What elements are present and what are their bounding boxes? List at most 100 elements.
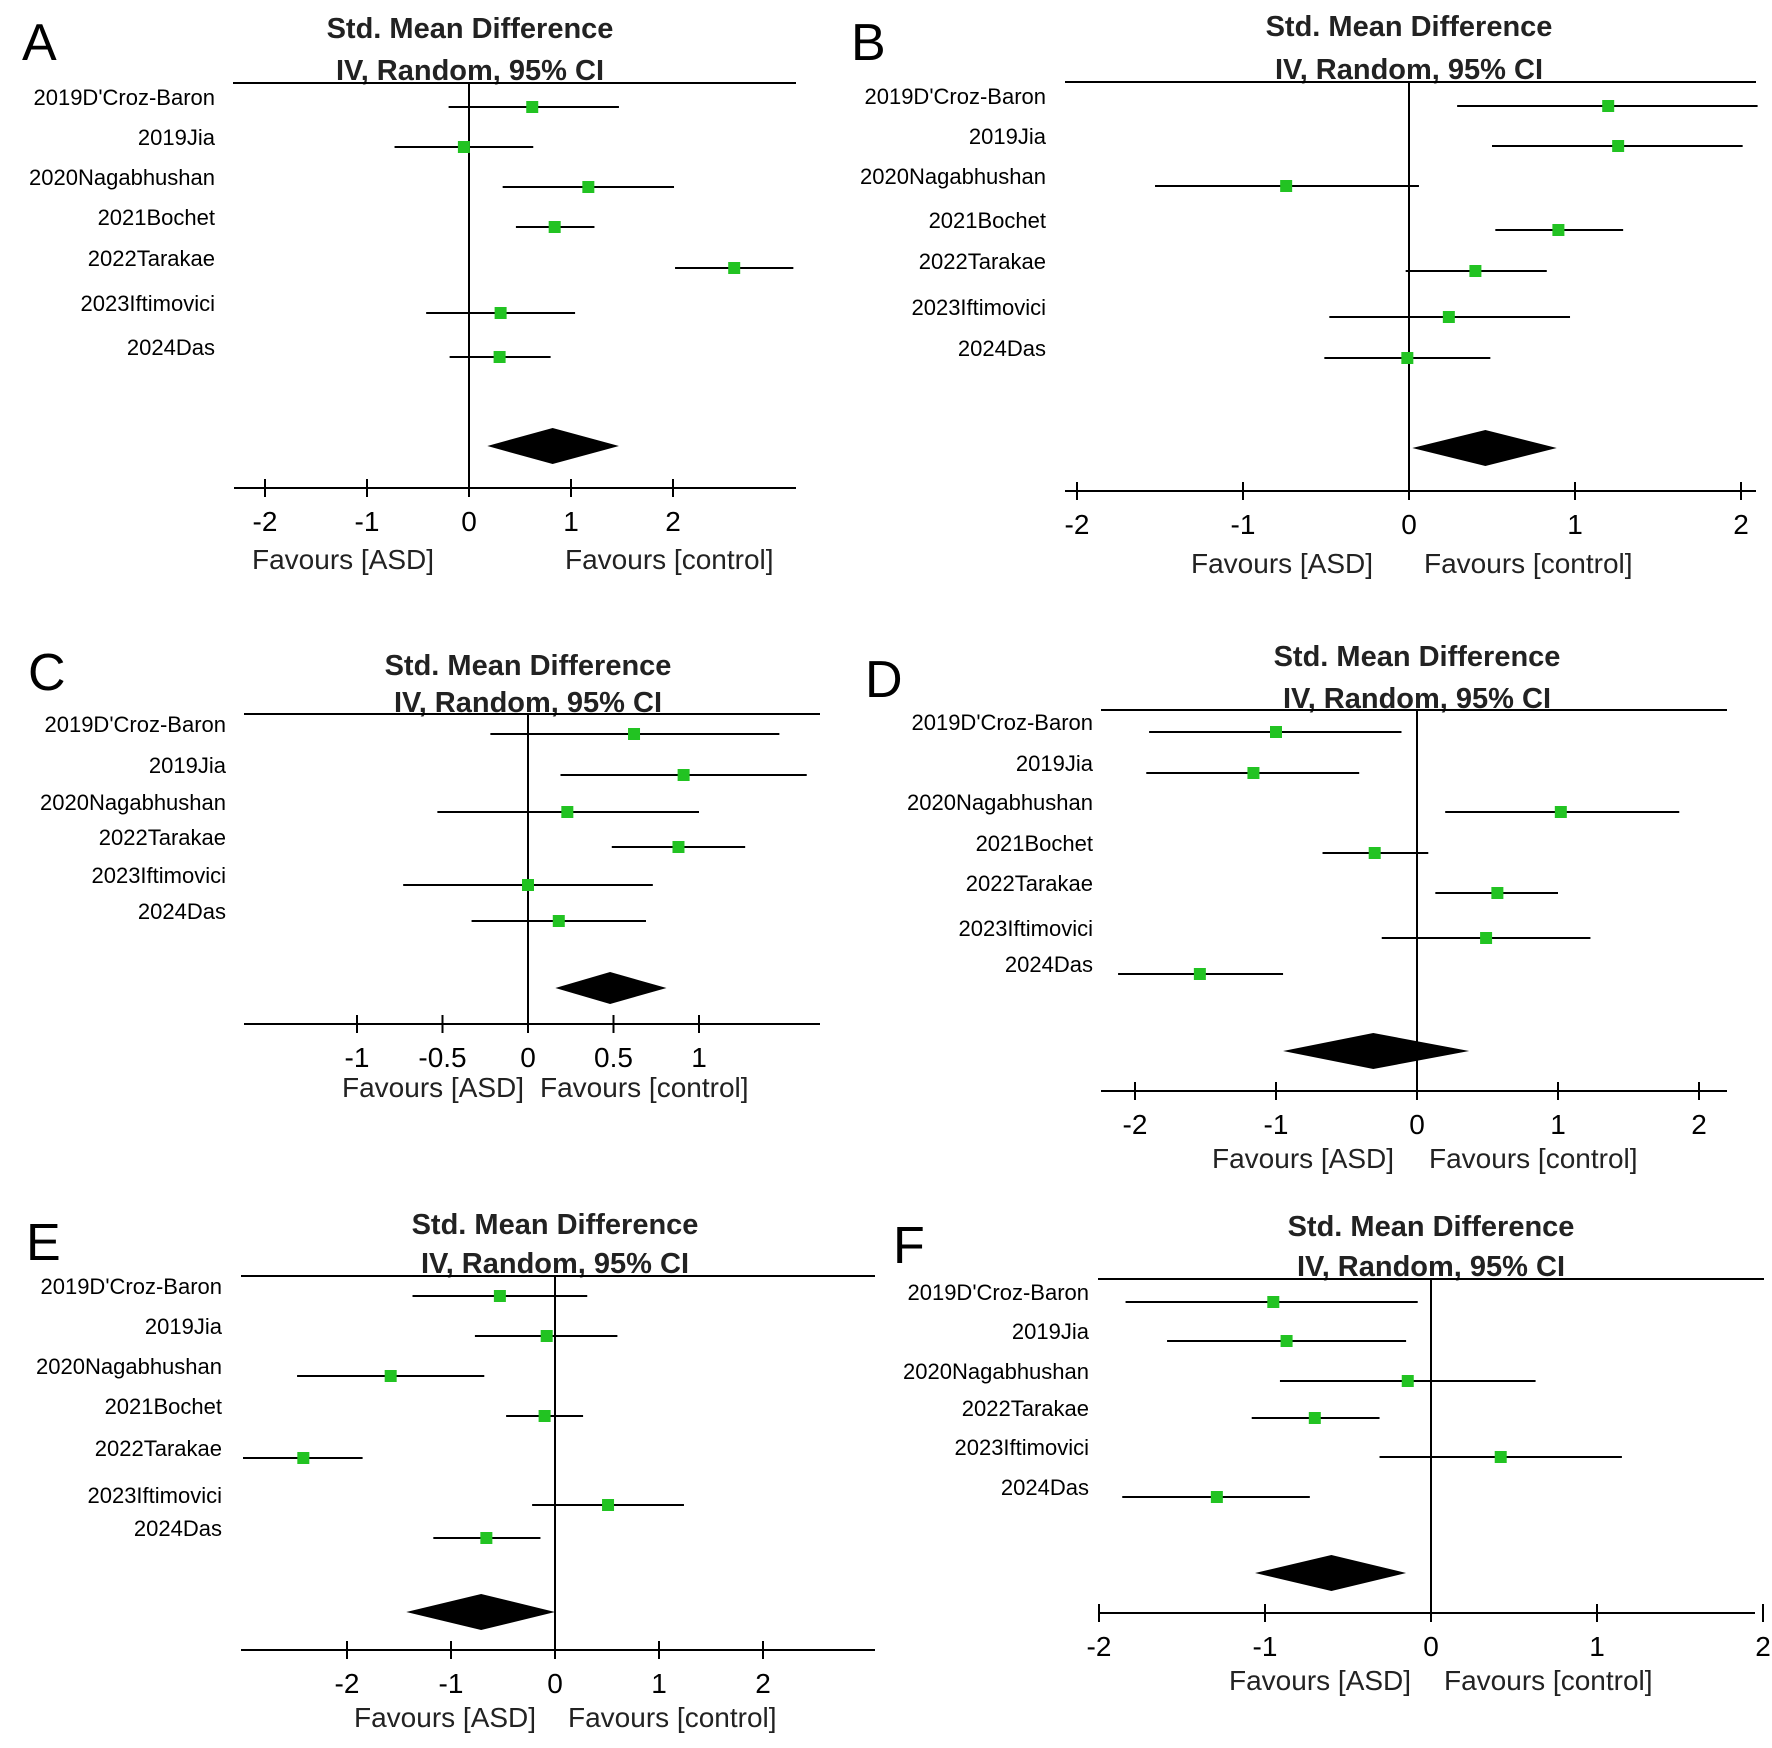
panel-e-study-label-2019d-croz-baron: 2019D'Croz-Baron — [40, 1274, 222, 1299]
panel-e-x-tick-label: 2 — [755, 1668, 771, 1699]
panel-c-study-label-2022tarakae: 2022Tarakae — [99, 825, 226, 850]
panel-b-favours-control: Favours [control] — [1424, 548, 1633, 579]
panel-d-study-label-2020nagabhushan: 2020Nagabhushan — [907, 790, 1093, 815]
panel-b-x-tick-label: -2 — [1065, 509, 1090, 540]
panel-b-study-label-2019jia: 2019Jia — [969, 124, 1047, 149]
panel-b-effect-marker-2022tarakae — [1469, 265, 1482, 277]
panel-a-study-label-2024das: 2024Das — [127, 335, 215, 360]
panel-e-effect-marker-2024das — [480, 1532, 493, 1544]
panel-a-x-tick-label: 2 — [665, 506, 681, 537]
panel-f-x-tick-label: -1 — [1253, 1631, 1278, 1662]
panel-a-study-label-2020nagabhushan: 2020Nagabhushan — [29, 165, 215, 190]
panel-a-x-tick-label: 0 — [461, 506, 477, 537]
panel-f-favours-asd: Favours [ASD] — [1229, 1665, 1411, 1696]
panel-b-x-tick-label: 2 — [1733, 509, 1749, 540]
panel-b-effect-marker-2024das — [1401, 352, 1414, 364]
panel-f-pooled-diamond — [1255, 1555, 1407, 1591]
panel-e-study-label-2023iftimovici: 2023Iftimovici — [87, 1483, 222, 1508]
panel-c-study-label-2019d-croz-baron: 2019D'Croz-Baron — [44, 712, 226, 737]
panel-c-effect-marker-2019d-croz-baron — [628, 728, 641, 740]
panel-c-x-tick-label: -1 — [345, 1042, 370, 1073]
panel-e-letter: E — [26, 1214, 61, 1272]
panel-b-study-label-2024das: 2024Das — [958, 336, 1046, 361]
panel-c-study-label-2024das: 2024Das — [138, 899, 226, 924]
panel-d-study-label-2021bochet: 2021Bochet — [976, 831, 1093, 856]
panel-f-effect-marker-2024das — [1210, 1491, 1223, 1503]
panel-c-x-tick-label: 0 — [520, 1042, 536, 1073]
panel-f-effect-marker-2019d-croz-baron — [1267, 1296, 1280, 1308]
panel-a-effect-marker-2022tarakae — [728, 262, 741, 274]
panel-a-title: Std. Mean Difference — [327, 13, 614, 45]
panel-e-effect-marker-2020nagabhushan — [384, 1370, 397, 1382]
panel-d-effect-marker-2019jia — [1247, 767, 1260, 779]
panel-f-subtitle: IV, Random, 95% CI — [1297, 1251, 1565, 1283]
panel-a-effect-marker-2019jia — [457, 141, 470, 153]
panel-b-study-label-2023iftimovici: 2023Iftimovici — [911, 295, 1046, 320]
panel-d-effect-marker-2019d-croz-baron — [1270, 726, 1282, 738]
panel-e-pooled-diamond — [406, 1594, 555, 1630]
panel-c-favours-control: Favours [control] — [540, 1072, 749, 1103]
panel-f-x-tick-label: 2 — [1755, 1631, 1771, 1662]
panel-b-study-label-2020nagabhushan: 2020Nagabhushan — [860, 164, 1046, 189]
panel-c-favours-asd: Favours [ASD] — [342, 1072, 524, 1103]
panel-f-study-label-2020nagabhushan: 2020Nagabhushan — [903, 1359, 1089, 1384]
panel-c-x-tick-label: 1 — [691, 1042, 707, 1073]
panel-c-effect-marker-2023iftimovici — [522, 879, 534, 891]
panel-c-study-label-2023iftimovici: 2023Iftimovici — [91, 863, 226, 888]
panel-d-x-tick-label: -1 — [1264, 1109, 1289, 1140]
panel-d-effect-marker-2020nagabhushan — [1554, 806, 1567, 818]
panel-e-x-tick-label: -2 — [335, 1668, 360, 1699]
panel-d-study-label-2019d-croz-baron: 2019D'Croz-Baron — [911, 710, 1093, 735]
panel-e-x-tick-label: -1 — [439, 1668, 464, 1699]
panel-e-effect-marker-2019jia — [540, 1330, 553, 1342]
panel-b-favours-asd: Favours [ASD] — [1191, 548, 1373, 579]
panel-a-x-tick-label: -2 — [253, 506, 278, 537]
panel-e-effect-marker-2019d-croz-baron — [493, 1290, 506, 1302]
panel-d-x-tick-label: 2 — [1691, 1109, 1707, 1140]
panel-b-letter: B — [851, 14, 886, 72]
panel-f-study-label-2022tarakae: 2022Tarakae — [962, 1396, 1089, 1421]
panel-c-effect-marker-2020nagabhushan — [561, 806, 574, 818]
panel-f-x-tick-label: -2 — [1087, 1631, 1112, 1662]
panel-e-study-label-2022tarakae: 2022Tarakae — [95, 1436, 222, 1461]
panel-c-effect-marker-2019jia — [677, 769, 690, 781]
panel-e-subtitle: IV, Random, 95% CI — [421, 1248, 689, 1280]
panel-a-effect-marker-2019d-croz-baron — [526, 101, 539, 113]
panel-c-effect-marker-2022tarakae — [672, 841, 685, 853]
panel-d-study-label-2019jia: 2019Jia — [1016, 751, 1094, 776]
panel-f-study-label-2019jia: 2019Jia — [1012, 1319, 1090, 1344]
panel-c-x-tick-label: -0.5 — [418, 1042, 466, 1073]
panel-d-favours-control: Favours [control] — [1429, 1143, 1638, 1174]
panel-e-study-label-2021bochet: 2021Bochet — [105, 1394, 222, 1419]
panel-c-letter: C — [28, 644, 66, 702]
panel-f-x-tick-label: 0 — [1423, 1631, 1439, 1662]
panel-e-favours-control: Favours [control] — [568, 1702, 777, 1733]
panel-d-study-label-2024das: 2024Das — [1005, 952, 1093, 977]
panel-a-study-label-2022tarakae: 2022Tarakae — [88, 246, 215, 271]
panel-c-effect-marker-2024das — [552, 915, 565, 927]
panel-b-title: Std. Mean Difference — [1266, 11, 1553, 43]
panel-b-effect-marker-2019d-croz-baron — [1602, 100, 1615, 112]
panel-d-favours-asd: Favours [ASD] — [1212, 1143, 1394, 1174]
panel-e-study-label-2020nagabhushan: 2020Nagabhushan — [36, 1354, 222, 1379]
panel-a-study-label-2019jia: 2019Jia — [138, 125, 216, 150]
panel-a-effect-marker-2021bochet — [548, 221, 561, 233]
panel-b-study-label-2021bochet: 2021Bochet — [929, 208, 1046, 233]
panel-a-letter: A — [22, 14, 57, 72]
panel-e-x-tick-label: 0 — [547, 1668, 563, 1699]
panel-c-title: Std. Mean Difference — [385, 650, 672, 682]
panel-f-effect-marker-2019jia — [1280, 1335, 1293, 1347]
panel-b-effect-marker-2020nagabhushan — [1280, 180, 1293, 192]
panel-a-favours-asd: Favours [ASD] — [252, 544, 434, 575]
panel-d-x-tick-label: 0 — [1409, 1109, 1425, 1140]
panel-d-x-tick-label: 1 — [1550, 1109, 1566, 1140]
panel-e-effect-marker-2023iftimovici — [602, 1499, 615, 1511]
panel-b-effect-marker-2023iftimovici — [1442, 311, 1455, 323]
panel-d-study-label-2023iftimovici: 2023Iftimovici — [958, 916, 1093, 941]
panel-a-pooled-diamond — [487, 428, 619, 464]
panel-a-favours-control: Favours [control] — [565, 544, 774, 575]
panel-f-favours-control: Favours [control] — [1444, 1665, 1653, 1696]
panel-f-study-label-2024das: 2024Das — [1001, 1475, 1089, 1500]
panel-f-effect-marker-2023iftimovici — [1494, 1451, 1507, 1463]
